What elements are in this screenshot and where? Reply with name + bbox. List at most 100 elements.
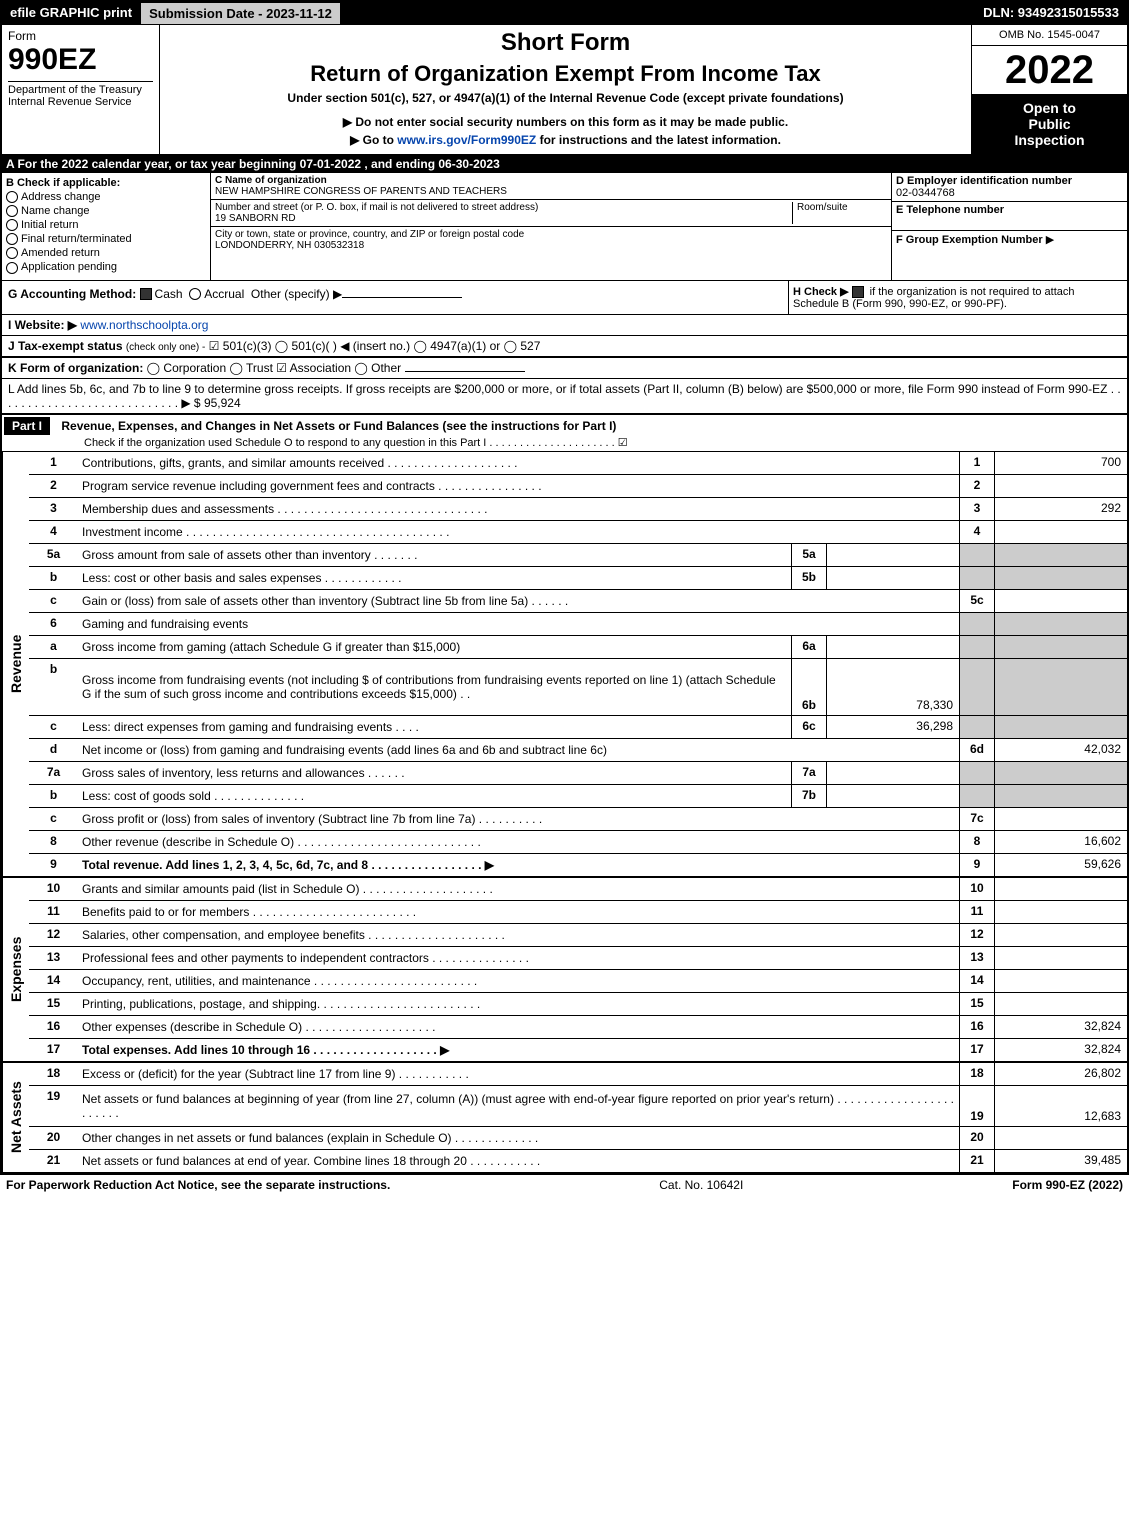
right-line-val: 32,824 <box>994 1039 1127 1061</box>
line-2: 2 Program service revenue including gove… <box>29 474 1127 497</box>
line-c: c Less: direct expenses from gaming and … <box>29 715 1127 738</box>
cb-initial-return[interactable]: Initial return <box>6 219 206 231</box>
right-line-num: 21 <box>959 1150 994 1172</box>
city-box: City or town, state or province, country… <box>211 227 891 253</box>
dln-number: DLN: 93492315015533 <box>975 2 1127 25</box>
expenses-label: Expenses <box>2 878 29 1061</box>
cb-amended[interactable]: Amended return <box>6 247 206 259</box>
line-desc: Printing, publications, postage, and shi… <box>78 993 959 1015</box>
efile-print-btn[interactable]: efile GRAPHIC print <box>2 2 140 25</box>
line-a: a Gross income from gaming (attach Sched… <box>29 635 1127 658</box>
right-line-val <box>994 993 1127 1015</box>
section-def: D Employer identification number 02-0344… <box>891 173 1127 280</box>
cb-cash[interactable] <box>140 288 152 300</box>
line-desc: Gain or (loss) from sale of assets other… <box>78 590 959 612</box>
right-line-val: 292 <box>994 498 1127 520</box>
other-specify-input[interactable] <box>342 297 462 298</box>
right-line-num: 13 <box>959 947 994 969</box>
cb-accrual[interactable] <box>189 288 201 300</box>
irs-label: Internal Revenue Service <box>8 96 153 108</box>
form-header: Form 990EZ Department of the Treasury In… <box>2 25 1127 155</box>
line-desc: Excess or (deficit) for the year (Subtra… <box>78 1063 959 1085</box>
line-num: 1 <box>29 452 78 474</box>
omb-number: OMB No. 1545-0047 <box>972 25 1127 46</box>
right-line-num: 18 <box>959 1063 994 1085</box>
line-desc: Occupancy, rent, utilities, and maintena… <box>78 970 959 992</box>
street-value: 19 SANBORN RD <box>215 213 296 224</box>
section-c: C Name of organization NEW HAMPSHIRE CON… <box>211 173 891 280</box>
part1-title: Revenue, Expenses, and Changes in Net As… <box>61 419 616 433</box>
short-form-title: Short Form <box>164 29 967 57</box>
line-7a: 7a Gross sales of inventory, less return… <box>29 761 1127 784</box>
sub-val: 36,298 <box>826 716 959 738</box>
sub-val <box>826 785 959 807</box>
line-desc: Membership dues and assessments . . . . … <box>78 498 959 520</box>
line-8: 8 Other revenue (describe in Schedule O)… <box>29 830 1127 853</box>
line-15: 15 Printing, publications, postage, and … <box>29 992 1127 1015</box>
section-d: D Employer identification number 02-0344… <box>892 173 1127 202</box>
tax-exempt-opts: ☑ 501(c)(3) ◯ 501(c)( ) ◀ (insert no.) ◯… <box>209 339 541 353</box>
right-line-num <box>959 762 994 784</box>
cb-app-pending[interactable]: Application pending <box>6 261 206 273</box>
subtitle: Under section 501(c), 527, or 4947(a)(1)… <box>164 91 967 105</box>
sub-num: 7a <box>791 762 826 784</box>
line-6b: b Gross income from fundraising events (… <box>29 658 1127 715</box>
cb-address-change[interactable]: Address change <box>6 191 206 203</box>
line-desc: Other expenses (describe in Schedule O) … <box>78 1016 959 1038</box>
city-value: LONDONDERRY, NH 030532318 <box>215 240 364 251</box>
website-link[interactable]: www.northschoolpta.org <box>80 318 208 332</box>
line-b: b Less: cost of goods sold . . . . . . .… <box>29 784 1127 807</box>
revenue-section: Revenue 1 Contributions, gifts, grants, … <box>2 451 1127 876</box>
expenses-section: Expenses 10 Grants and similar amounts p… <box>2 876 1127 1061</box>
line-21: 21 Net assets or fund balances at end of… <box>29 1149 1127 1172</box>
right-line-val <box>994 636 1127 658</box>
line-3: 3 Membership dues and assessments . . . … <box>29 497 1127 520</box>
right-line-val <box>994 947 1127 969</box>
part1-check: Check if the organization used Schedule … <box>84 437 628 449</box>
right-line-val: 12,683 <box>994 1086 1127 1126</box>
cb-schedule-b[interactable] <box>852 286 864 298</box>
right-line-val: 26,802 <box>994 1063 1127 1085</box>
line-1: 1 Contributions, gifts, grants, and simi… <box>29 452 1127 474</box>
line-d: d Net income or (loss) from gaming and f… <box>29 738 1127 761</box>
instruct-2: Go to www.irs.gov/Form990EZ for instruct… <box>164 131 967 149</box>
line-13: 13 Professional fees and other payments … <box>29 946 1127 969</box>
info-grid: B Check if applicable: Address change Na… <box>2 173 1127 280</box>
right-line-num: 8 <box>959 831 994 853</box>
right-line-num: 15 <box>959 993 994 1015</box>
right-line-num: 17 <box>959 1039 994 1061</box>
submission-date: Submission Date - 2023-11-12 <box>140 2 341 25</box>
cb-name-change[interactable]: Name change <box>6 205 206 217</box>
other-org-input[interactable] <box>405 371 525 372</box>
line-c: c Gross profit or (loss) from sales of i… <box>29 807 1127 830</box>
line-9: 9 Total revenue. Add lines 1, 2, 3, 4, 5… <box>29 853 1127 876</box>
line-num: 17 <box>29 1039 78 1061</box>
sub-num: 5b <box>791 567 826 589</box>
right-line-num <box>959 716 994 738</box>
right-line-num: 11 <box>959 901 994 923</box>
sub-num: 6a <box>791 636 826 658</box>
line-num: c <box>29 590 78 612</box>
right-line-num: 7c <box>959 808 994 830</box>
org-name-value: NEW HAMPSHIRE CONGRESS OF PARENTS AND TE… <box>215 186 507 197</box>
line-desc: Benefits paid to or for members . . . . … <box>78 901 959 923</box>
line-desc: Salaries, other compensation, and employ… <box>78 924 959 946</box>
right-line-num <box>959 544 994 566</box>
right-line-num: 1 <box>959 452 994 474</box>
section-k: K Form of organization: ◯ Corporation ◯ … <box>2 356 1127 378</box>
line-desc: Gross income from gaming (attach Schedul… <box>78 636 791 658</box>
line-b: b Less: cost or other basis and sales ex… <box>29 566 1127 589</box>
right-line-val <box>994 567 1127 589</box>
sub-num: 7b <box>791 785 826 807</box>
org-name-box: C Name of organization NEW HAMPSHIRE CON… <box>211 173 891 200</box>
header-center: Short Form Return of Organization Exempt… <box>160 25 971 154</box>
form-990ez: efile GRAPHIC print Submission Date - 20… <box>0 0 1129 1174</box>
cb-final-return[interactable]: Final return/terminated <box>6 233 206 245</box>
irs-link[interactable]: www.irs.gov/Form990EZ <box>397 133 536 147</box>
section-h: H Check ▶ if the organization is not req… <box>788 281 1127 314</box>
room-label: Room/suite <box>797 202 848 213</box>
netassets-section: Net Assets 18 Excess or (deficit) for th… <box>2 1061 1127 1172</box>
line-18: 18 Excess or (deficit) for the year (Sub… <box>29 1063 1127 1085</box>
line-20: 20 Other changes in net assets or fund b… <box>29 1126 1127 1149</box>
line-12: 12 Salaries, other compensation, and emp… <box>29 923 1127 946</box>
